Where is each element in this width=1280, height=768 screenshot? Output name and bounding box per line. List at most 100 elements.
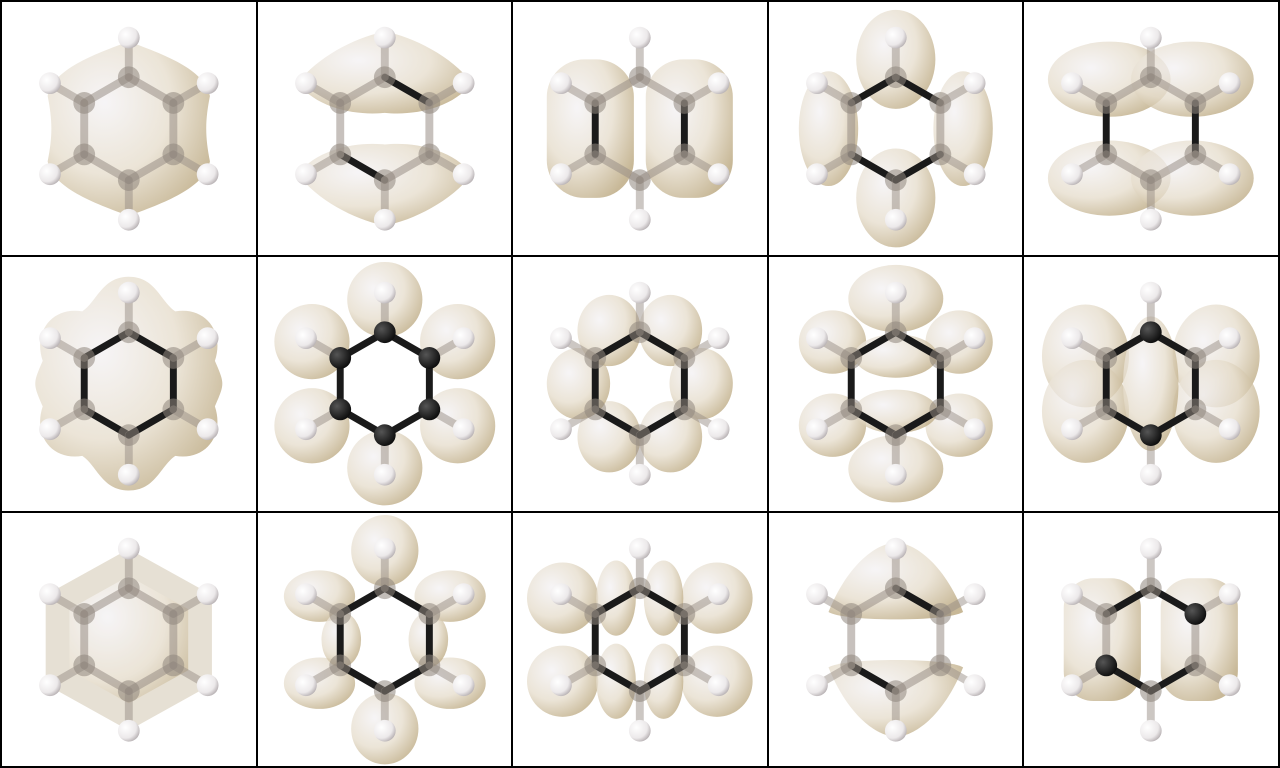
carbon-atom bbox=[629, 424, 651, 447]
carbon-atom bbox=[629, 321, 651, 344]
orbital-lobe bbox=[1131, 140, 1255, 216]
orbital-isosurface-render bbox=[39, 537, 219, 742]
orbital-panel bbox=[768, 257, 1023, 511]
carbon-atom bbox=[373, 679, 396, 702]
carbon-atom bbox=[373, 576, 396, 599]
carbon-atom bbox=[418, 654, 440, 676]
orbital-panel bbox=[513, 257, 767, 511]
carbon-atom bbox=[584, 654, 607, 676]
hydrogen-atom bbox=[884, 282, 907, 304]
hydrogen-atom bbox=[963, 418, 986, 441]
carbon-atom bbox=[1184, 602, 1207, 625]
orbital-panel bbox=[2, 512, 256, 766]
carbon-atom bbox=[884, 66, 907, 89]
hydrogen-atom bbox=[373, 464, 396, 486]
molecule-skeleton bbox=[294, 537, 475, 742]
carbon-atom bbox=[1184, 654, 1207, 676]
carbon-atom bbox=[929, 143, 952, 166]
orbital-isosurface-render bbox=[1048, 26, 1255, 231]
hydrogen-atom bbox=[39, 72, 61, 95]
hydrogen-atom bbox=[707, 72, 730, 95]
hydrogen-atom bbox=[805, 163, 828, 186]
molecule-skeleton bbox=[1061, 282, 1241, 486]
orbital-panel bbox=[257, 512, 512, 766]
carbon-atom bbox=[884, 321, 907, 344]
orbital-panel bbox=[1024, 2, 1278, 256]
carbon-atom bbox=[373, 321, 396, 344]
orbital-isosurface-render bbox=[35, 277, 223, 491]
hydrogen-atom bbox=[39, 418, 61, 441]
orbital-panel bbox=[2, 257, 256, 511]
carbon-atom bbox=[673, 347, 696, 370]
hydrogen-atom bbox=[550, 673, 573, 696]
carbon-atom bbox=[373, 66, 396, 89]
carbon-atom bbox=[73, 347, 96, 370]
hydrogen-atom bbox=[373, 537, 396, 560]
carbon-atom bbox=[929, 602, 952, 625]
hydrogen-atom bbox=[963, 72, 986, 95]
carbon-atom bbox=[1095, 143, 1118, 166]
hydrogen-atom bbox=[1061, 72, 1084, 95]
hydrogen-atom bbox=[117, 26, 140, 49]
orbital-lobe bbox=[35, 277, 223, 491]
hydrogen-atom bbox=[1140, 208, 1163, 231]
hydrogen-atom bbox=[294, 418, 317, 441]
hydrogen-atom bbox=[373, 26, 396, 49]
hydrogen-atom bbox=[294, 72, 317, 95]
carbon-atom bbox=[1095, 398, 1118, 421]
carbon-atom bbox=[73, 143, 96, 166]
hydrogen-atom bbox=[1061, 327, 1084, 350]
carbon-atom bbox=[1095, 654, 1118, 676]
carbon-atom bbox=[117, 424, 140, 447]
hydrogen-atom bbox=[1219, 327, 1241, 350]
carbon-atom bbox=[673, 602, 696, 625]
carbon-atom bbox=[884, 169, 907, 192]
hydrogen-atom bbox=[117, 719, 140, 742]
carbon-atom bbox=[1140, 169, 1163, 192]
hydrogen-atom bbox=[1140, 537, 1163, 560]
carbon-atom bbox=[1184, 398, 1207, 421]
carbon-atom bbox=[162, 398, 185, 421]
hydrogen-atom bbox=[294, 673, 317, 696]
hydrogen-atom bbox=[550, 327, 573, 350]
orbital-panel bbox=[1024, 512, 1278, 766]
hydrogen-atom bbox=[1140, 282, 1163, 304]
carbon-atom bbox=[584, 347, 607, 370]
carbon-atom bbox=[1140, 679, 1163, 702]
hydrogen-atom bbox=[1140, 464, 1163, 486]
molecule-skeleton bbox=[1061, 26, 1241, 231]
hydrogen-atom bbox=[884, 464, 907, 486]
carbon-atom bbox=[1140, 424, 1163, 447]
hydrogen-atom bbox=[39, 582, 61, 605]
orbital-panel bbox=[257, 257, 512, 511]
hydrogen-atom bbox=[963, 673, 986, 696]
molecule-skeleton bbox=[39, 537, 219, 742]
carbon-atom bbox=[629, 576, 651, 599]
carbon-atom bbox=[929, 654, 952, 676]
carbon-atom bbox=[73, 602, 96, 625]
hydrogen-atom bbox=[805, 72, 828, 95]
carbon-atom bbox=[1095, 347, 1118, 370]
carbon-atom bbox=[162, 654, 185, 676]
molecule-skeleton bbox=[294, 282, 475, 486]
carbon-atom bbox=[418, 347, 440, 370]
carbon-atom bbox=[162, 602, 185, 625]
carbon-atom bbox=[584, 398, 607, 421]
hydrogen-atom bbox=[805, 673, 828, 696]
orbital-isosurface-render bbox=[798, 265, 993, 503]
hydrogen-atom bbox=[39, 673, 61, 696]
hydrogen-atom bbox=[196, 327, 219, 350]
orbital-panel bbox=[2, 2, 256, 256]
carbon-atom bbox=[162, 92, 185, 114]
carbon-atom bbox=[1095, 92, 1118, 114]
carbon-atom bbox=[673, 143, 696, 166]
hydrogen-atom bbox=[1219, 72, 1241, 95]
orbital-isosurface-render bbox=[283, 514, 486, 765]
hydrogen-atom bbox=[117, 208, 140, 231]
hydrogen-atom bbox=[707, 163, 730, 186]
molecule-skeleton bbox=[39, 26, 219, 231]
molecule-skeleton bbox=[550, 537, 730, 742]
carbon-atom bbox=[117, 576, 140, 599]
hydrogen-atom bbox=[117, 282, 140, 304]
